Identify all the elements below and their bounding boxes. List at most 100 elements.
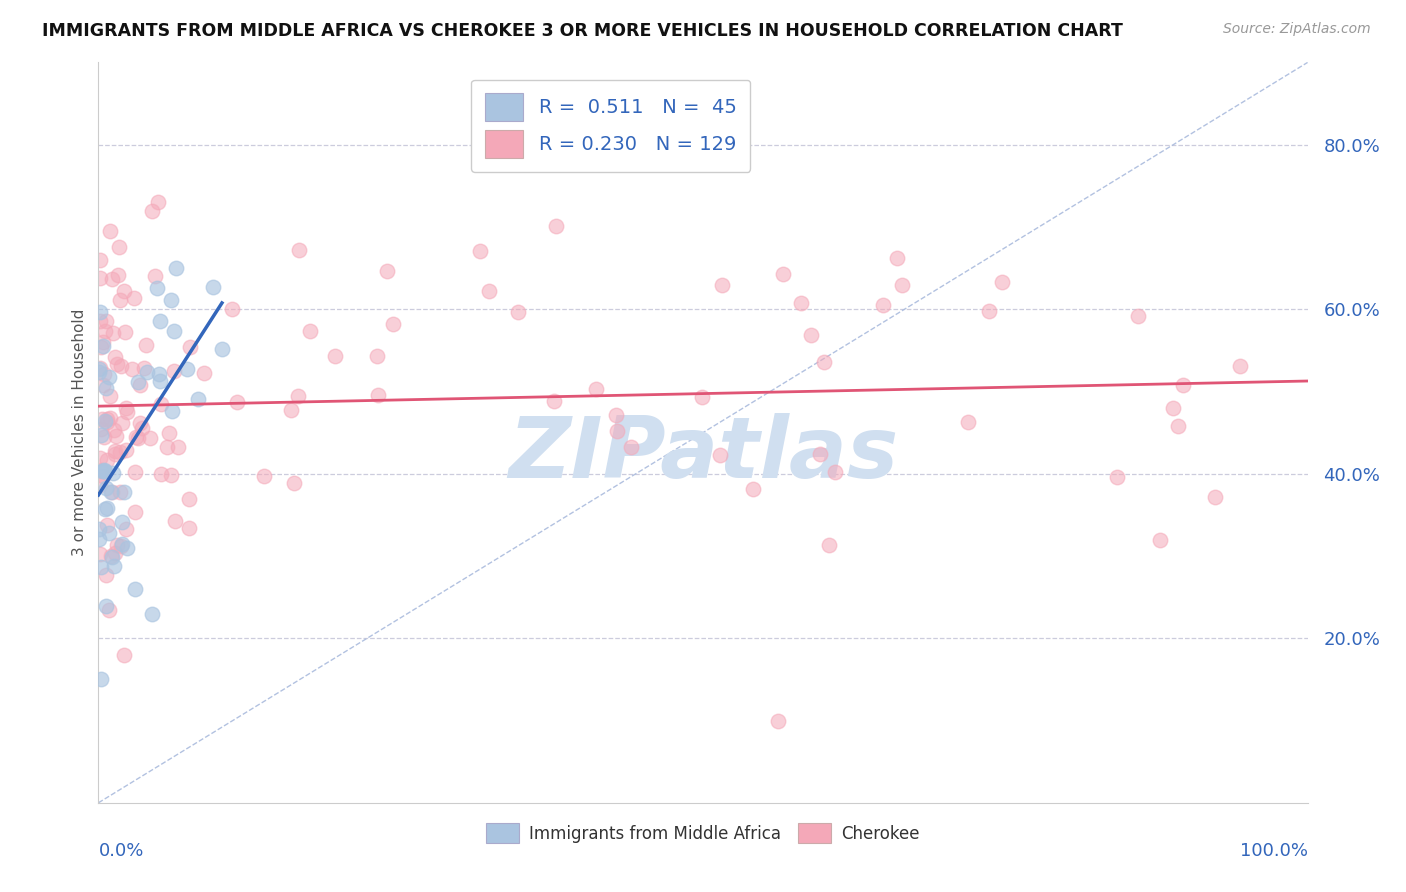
Point xyxy=(288,243,311,257)
Point xyxy=(98,224,121,238)
Point xyxy=(149,314,172,328)
Point xyxy=(91,411,114,425)
Point xyxy=(93,367,115,381)
Point xyxy=(94,314,117,328)
Text: ZIPatlas: ZIPatlas xyxy=(508,413,898,496)
Text: 100.0%: 100.0% xyxy=(1240,842,1308,860)
Point xyxy=(605,409,627,423)
Point xyxy=(193,367,215,381)
Point xyxy=(98,411,121,425)
Point xyxy=(127,431,149,445)
Point xyxy=(96,501,118,516)
Point xyxy=(377,264,399,278)
Point xyxy=(90,428,112,442)
Point xyxy=(112,484,135,499)
Point xyxy=(1229,359,1251,373)
Point xyxy=(96,412,118,426)
Point xyxy=(221,302,243,317)
Point xyxy=(280,403,302,417)
Point xyxy=(886,251,908,265)
Legend: Immigrants from Middle Africa, Cherokee: Immigrants from Middle Africa, Cherokee xyxy=(479,816,927,850)
Point xyxy=(177,492,200,507)
Point xyxy=(100,549,122,564)
Point xyxy=(325,349,347,363)
Point xyxy=(112,648,135,662)
Point xyxy=(546,219,568,233)
Point xyxy=(101,326,124,340)
Point xyxy=(112,284,135,298)
Point xyxy=(690,390,713,404)
Point xyxy=(136,365,159,379)
Point xyxy=(179,340,201,354)
Point xyxy=(94,324,117,338)
Point xyxy=(139,431,162,445)
Point xyxy=(800,328,823,343)
Point xyxy=(89,365,111,379)
Point xyxy=(89,361,111,376)
Point xyxy=(110,359,132,374)
Point xyxy=(110,539,132,553)
Point xyxy=(149,397,172,411)
Point xyxy=(226,395,249,409)
Point xyxy=(808,447,831,461)
Point xyxy=(94,414,117,428)
Point xyxy=(110,485,132,500)
Point xyxy=(89,477,111,491)
Point xyxy=(100,272,122,286)
Point xyxy=(127,375,149,389)
Point xyxy=(1126,310,1149,324)
Point xyxy=(104,350,127,364)
Point xyxy=(105,538,128,552)
Point xyxy=(585,382,607,396)
Point xyxy=(131,420,153,434)
Point xyxy=(709,448,731,462)
Point xyxy=(149,374,172,388)
Point xyxy=(543,393,565,408)
Point xyxy=(824,465,846,479)
Point xyxy=(89,313,111,327)
Point xyxy=(1167,418,1189,433)
Point xyxy=(813,355,835,369)
Point xyxy=(187,392,209,406)
Point xyxy=(93,463,115,477)
Point xyxy=(90,559,112,574)
Point xyxy=(143,269,166,284)
Y-axis label: 3 or more Vehicles in Household: 3 or more Vehicles in Household xyxy=(72,309,87,557)
Point xyxy=(98,526,121,541)
Point xyxy=(107,240,129,254)
Point xyxy=(470,244,492,258)
Point xyxy=(111,515,134,529)
Point xyxy=(104,546,127,560)
Point xyxy=(93,501,115,516)
Point xyxy=(1149,533,1171,547)
Point xyxy=(125,430,148,444)
Point xyxy=(620,440,643,454)
Point xyxy=(211,342,233,356)
Point xyxy=(90,673,112,687)
Point xyxy=(90,340,112,354)
Point xyxy=(114,326,136,340)
Point xyxy=(114,442,136,457)
Point xyxy=(115,401,138,416)
Point xyxy=(103,423,125,437)
Point xyxy=(710,278,733,293)
Point xyxy=(108,445,131,459)
Point xyxy=(91,469,114,483)
Point xyxy=(891,278,914,293)
Point xyxy=(160,468,183,483)
Point xyxy=(252,469,274,483)
Point xyxy=(1205,491,1227,505)
Point xyxy=(90,462,112,476)
Point xyxy=(90,422,112,436)
Point xyxy=(159,293,181,307)
Point xyxy=(478,285,501,299)
Point xyxy=(101,466,124,480)
Point xyxy=(166,440,188,454)
Point xyxy=(91,378,114,392)
Point xyxy=(104,444,127,458)
Point xyxy=(89,547,111,561)
Point xyxy=(766,714,789,728)
Point xyxy=(94,381,117,395)
Point xyxy=(94,481,117,495)
Point xyxy=(124,465,146,479)
